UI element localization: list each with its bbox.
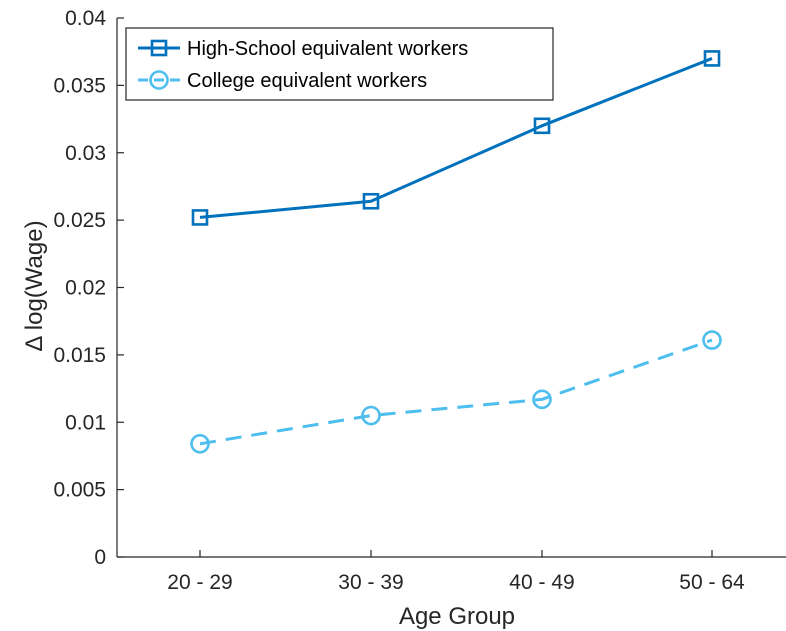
y-tick-label: 0.03 [65, 142, 106, 165]
data-point-series-2 [361, 405, 381, 426]
x-tick-label: 40 - 49 [509, 571, 574, 594]
legend-box [125, 27, 554, 101]
data-point-series-1 [703, 50, 721, 67]
legend-label-2: College equivalent workers [187, 70, 427, 92]
legend-label-1: High-School equivalent workers [187, 38, 468, 60]
legend: High-School equivalent workers College eq… [125, 27, 554, 101]
y-tick-label: 0.015 [53, 344, 106, 367]
y-tick-label: 0.04 [65, 7, 106, 30]
x-axis-ticks: 20 - 29 30 - 39 40 - 49 50 - 64 [167, 550, 745, 594]
series-lines [199, 57, 713, 446]
data-point-series-2 [532, 389, 552, 410]
y-axis-title: Δ log(Wage) [21, 220, 48, 351]
x-tick-label: 20 - 29 [167, 571, 232, 594]
data-point-series-2 [190, 434, 210, 454]
series-line-2 [199, 338, 713, 446]
y-tick-label: 0.01 [65, 411, 106, 434]
legend-marker-1 [150, 39, 168, 57]
data-point-series-1 [191, 209, 209, 226]
data-point-series-1 [362, 192, 380, 210]
y-axis-ticks: 0 0.005 0.01 0.015 0.02 0.025 0.03 0.035 0.04 [53, 7, 124, 569]
y-tick-label: 0.005 [53, 479, 106, 502]
y-tick-label: 0.025 [53, 209, 106, 232]
y-tick-label: 0.035 [53, 74, 106, 97]
data-point-series-2 [702, 330, 722, 350]
y-tick-label: 0 [94, 546, 106, 569]
data-point-series-1 [533, 117, 551, 135]
x-tick-label: 50 - 64 [679, 571, 745, 594]
series-markers [190, 50, 722, 454]
x-tick-label: 30 - 39 [338, 571, 403, 594]
y-tick-label: 0.02 [65, 277, 106, 300]
x-axis-title: Age Group [399, 603, 515, 630]
legend-marker-2 [149, 70, 169, 90]
series-line-1 [199, 57, 713, 219]
